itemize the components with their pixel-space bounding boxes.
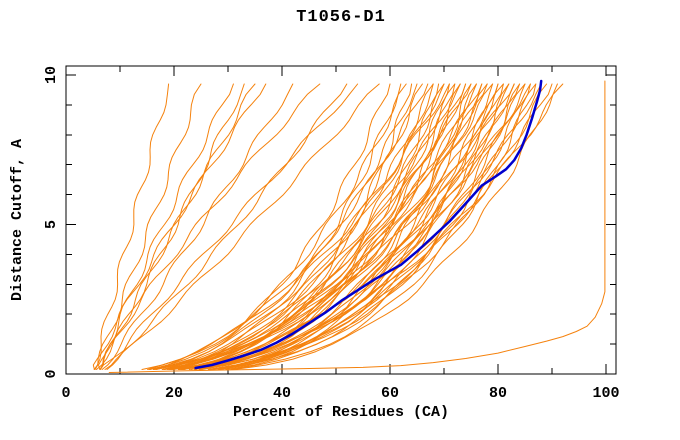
model-curve <box>147 83 429 370</box>
model-curve <box>169 83 488 370</box>
plot-title: T1056-D1 <box>296 8 386 27</box>
model-curve <box>161 83 423 370</box>
model-curve <box>164 83 402 370</box>
model-curve <box>94 83 202 370</box>
model-curve <box>153 83 418 370</box>
model-curve <box>106 83 359 370</box>
model-curve <box>198 83 515 370</box>
model-curve <box>92 83 267 370</box>
model-curve <box>208 83 537 370</box>
model-curve <box>166 83 456 370</box>
x-tick-label: 100 <box>592 385 619 402</box>
y-tick-label: 10 <box>43 66 60 84</box>
model-curve <box>99 83 321 370</box>
model-curve <box>208 83 548 370</box>
model-curve <box>93 83 170 370</box>
model-curve <box>96 83 245 370</box>
model-curve <box>230 83 537 370</box>
model-curve <box>99 83 256 370</box>
model-curve <box>101 83 294 370</box>
x-tick-label: 20 <box>165 385 183 402</box>
model-curve <box>163 83 494 370</box>
model-curve <box>212 83 504 370</box>
x-tick-label: 60 <box>381 385 399 402</box>
outlier-model-curve <box>108 80 606 373</box>
model-curve <box>199 83 553 370</box>
model-curve <box>153 83 461 370</box>
model-curve <box>161 83 472 370</box>
x-tick-label: 0 <box>61 385 70 402</box>
model-curve <box>104 83 380 370</box>
highlighted-model-curve <box>194 79 543 370</box>
x-tick-label: 40 <box>273 385 291 402</box>
y-tick-label: 5 <box>43 220 60 229</box>
model-curve <box>180 83 488 370</box>
model-curve <box>99 83 348 370</box>
model-curve <box>172 83 531 370</box>
model-curve <box>149 83 407 370</box>
x-axis-label: Percent of Residues (CA) <box>232 404 450 421</box>
model-curve <box>177 83 510 370</box>
model-curve <box>210 83 494 370</box>
model-curve <box>98 83 234 370</box>
model-curve <box>155 83 483 370</box>
model-curve <box>218 83 499 370</box>
model-curve <box>181 83 564 370</box>
model-curve <box>194 83 526 370</box>
model-curve <box>168 83 504 370</box>
model-curve <box>171 83 477 370</box>
plot-frame <box>65 65 617 375</box>
model-curve <box>141 83 450 370</box>
model-curve <box>155 83 515 370</box>
y-tick-label: 0 <box>43 369 60 378</box>
model-curve <box>148 83 445 370</box>
x-tick-label: 80 <box>489 385 507 402</box>
model-curve <box>183 83 413 370</box>
